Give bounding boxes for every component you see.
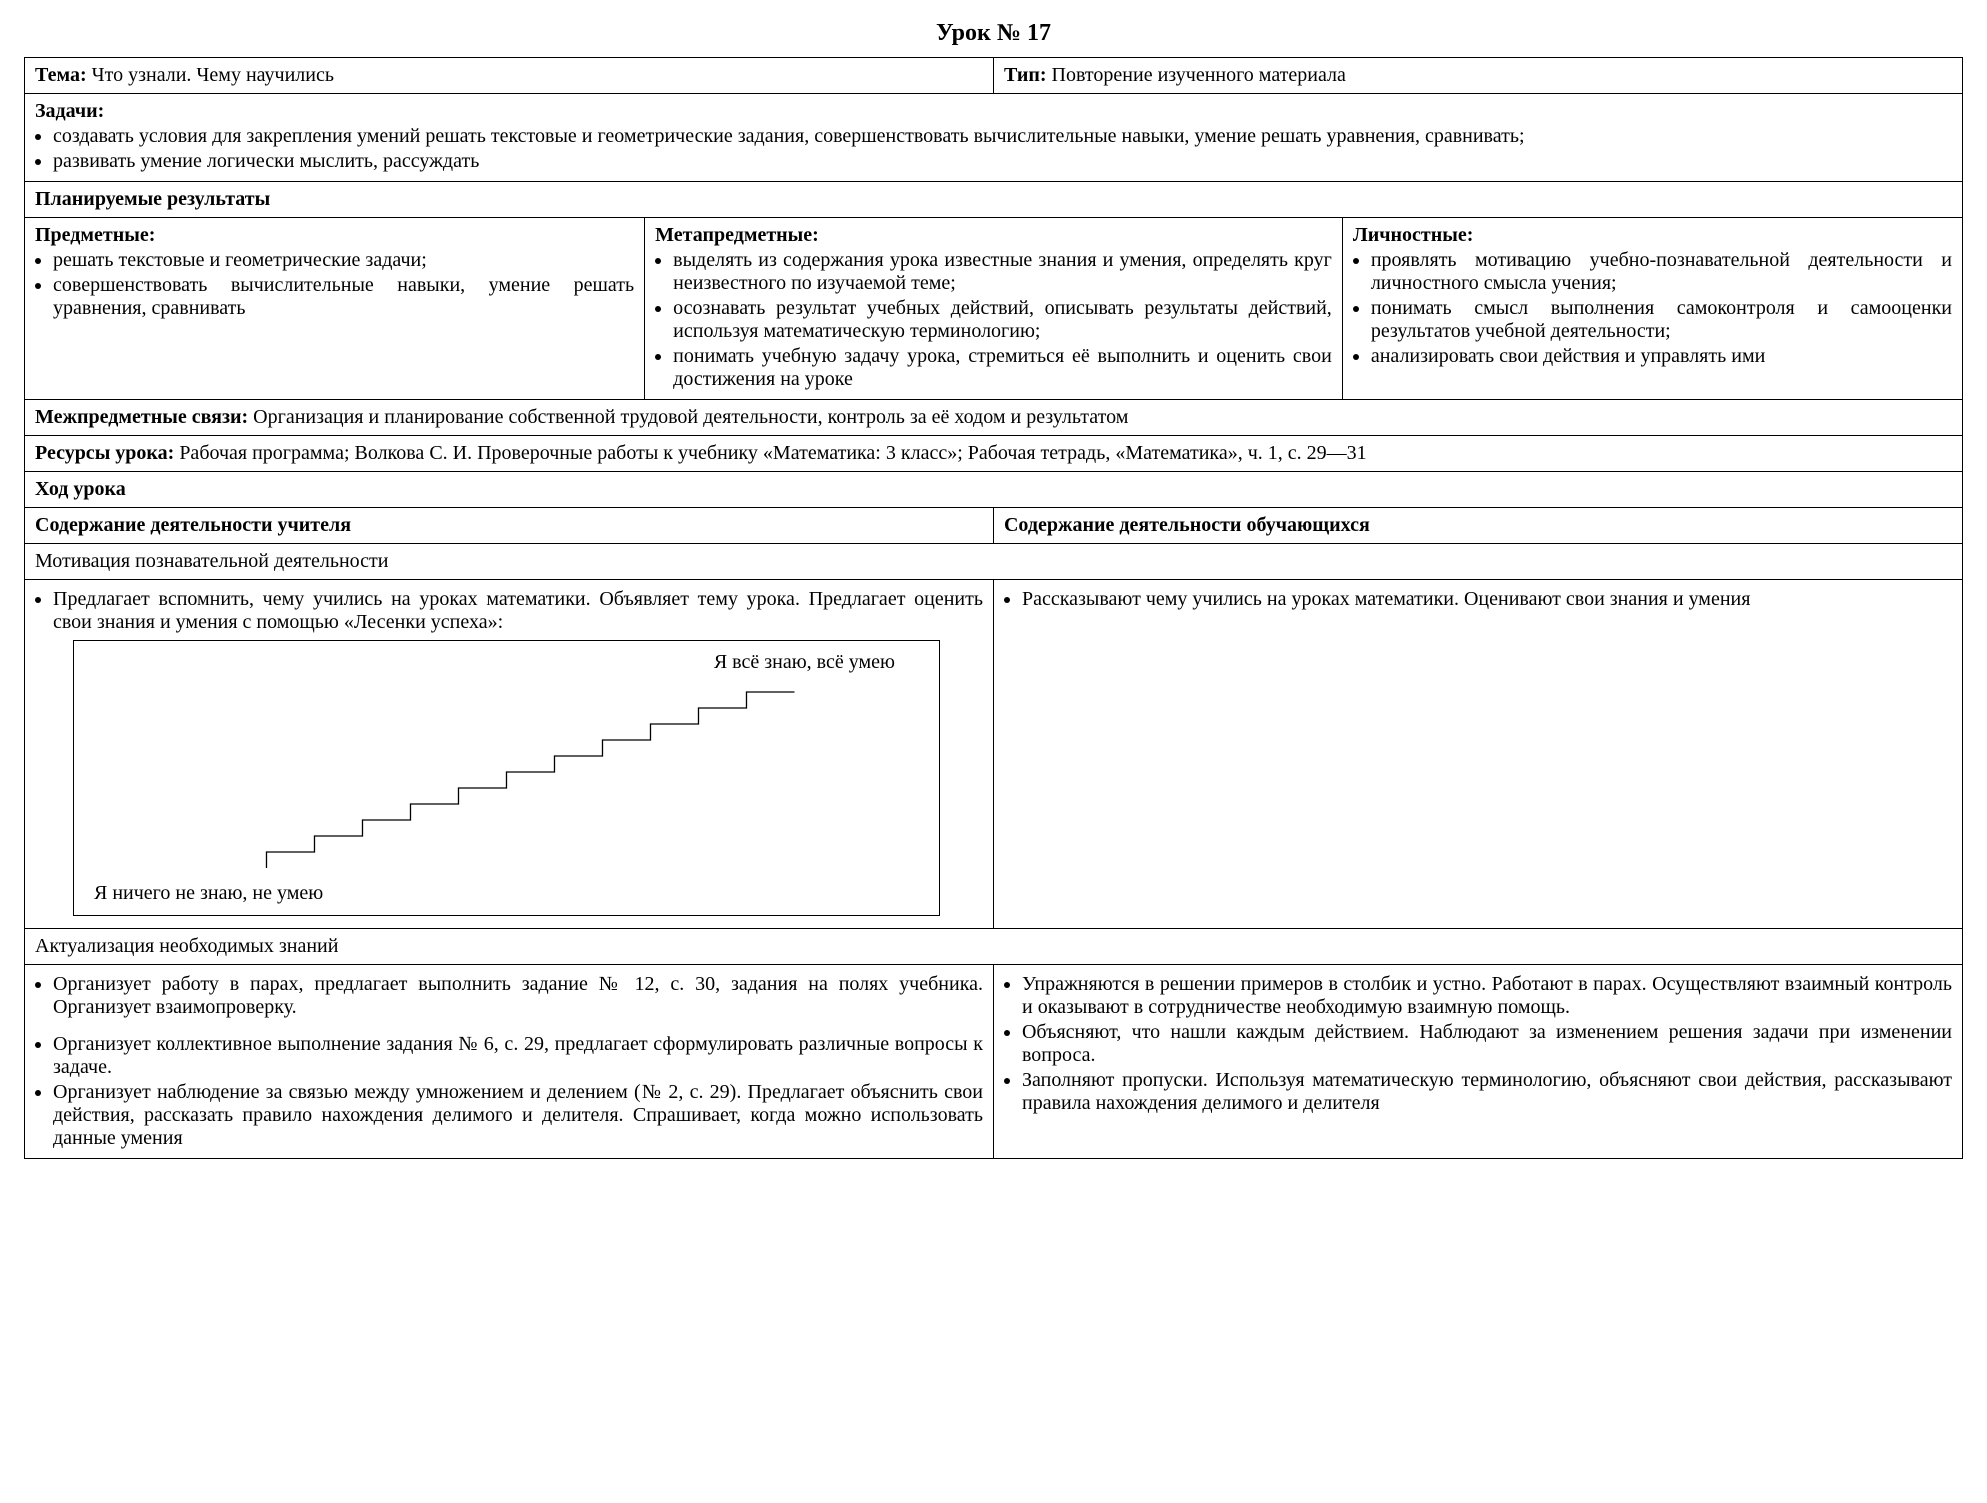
lesson-table: Тема: Что узнали. Чему научились Тип: По… <box>24 57 1963 1159</box>
stage2-header: Актуализация необходимых знаний <box>25 929 1963 965</box>
personal-label: Личностные: <box>1353 224 1474 246</box>
tasks-list: создавать условия для закрепления умений… <box>35 125 1952 173</box>
list-item: понимать учебную задачу урока, стремитьс… <box>673 345 1332 391</box>
stage1-teacher-intro: Предлагает вспомнить, чему учились на ур… <box>53 588 983 633</box>
row-flow-header: Ход урока <box>25 472 1963 508</box>
row-stage2: Организует работу в парах, предлагает вы… <box>25 965 1963 1159</box>
list-item: осознавать результат учебных действий, о… <box>673 297 1332 343</box>
list-item: Объясняют, что нашли каждым действием. Н… <box>1022 1021 1952 1067</box>
row-results: Предметные: решать текстовые и геометрич… <box>25 218 1963 400</box>
ladder-svg <box>88 678 925 878</box>
list-item: Упражняются в решении примеров в столбик… <box>1022 973 1952 1019</box>
list-item: анализировать свои действия и управлять … <box>1371 345 1952 368</box>
row-tasks: Задачи: создавать условия для закреплени… <box>25 94 1963 182</box>
ladder-bottom-label: Я ничего не знаю, не умею <box>88 882 925 905</box>
stage1-student-list: Рассказывают чему учились на уроках мате… <box>1004 588 1952 611</box>
type-label: Тип: <box>1004 64 1047 86</box>
resources-label: Ресурсы урока: <box>35 442 174 464</box>
ladder-diagram: Я всё знаю, всё умею Я ничего не знаю, н… <box>73 640 940 916</box>
planned-header: Планируемые результаты <box>25 182 1963 218</box>
type-value: Повторение изученного материала <box>1052 64 1346 86</box>
row-theme-type: Тема: Что узнали. Чему научились Тип: По… <box>25 58 1963 94</box>
stage1-teacher-list: Предлагает вспомнить, чему учились на ур… <box>35 588 983 916</box>
stage2-teacher-list2: Организует коллективное выполнение задан… <box>35 1033 983 1150</box>
tasks-item: развивать умение логически мыслить, расс… <box>53 150 1952 173</box>
subject-list: решать текстовые и геометрические задачи… <box>35 249 634 320</box>
list-item: проявлять мотивацию учебно-познавательно… <box>1371 249 1952 295</box>
row-interdisc: Межпредметные связи: Организация и плани… <box>25 400 1963 436</box>
col-teacher-header: Содержание деятельности учителя <box>25 508 994 544</box>
flow-header: Ход урока <box>25 472 1963 508</box>
personal-list: проявлять мотивацию учебно-познавательно… <box>1353 249 1952 368</box>
interdisc-value: Организация и планирование собственной т… <box>253 406 1128 428</box>
lesson-title: Урок № 17 <box>24 20 1963 47</box>
list-item: Организует работу в парах, предлагает вы… <box>53 973 983 1019</box>
stage1-header: Мотивация познавательной деятельности <box>25 544 1963 580</box>
meta-list: выделять из содержания урока известные з… <box>655 249 1332 391</box>
theme-label: Тема: <box>35 64 87 86</box>
meta-label: Метапредметные: <box>655 224 819 246</box>
list-item: выделять из содержания урока известные з… <box>673 249 1332 295</box>
resources-value: Рабочая программа; Волкова С. И. Проверо… <box>179 442 1366 464</box>
ladder-top-label: Я всё знаю, всё умею <box>88 651 925 674</box>
list-item: совершенствовать вычислительные навыки, … <box>53 274 634 320</box>
tasks-item: создавать условия для закрепления умений… <box>53 125 1952 148</box>
list-item: Предлагает вспомнить, чему учились на ур… <box>53 588 983 916</box>
list-item: Рассказывают чему учились на уроках мате… <box>1022 588 1952 611</box>
row-stage1-header: Мотивация познавательной деятельности <box>25 544 1963 580</box>
col-student-header: Содержание деятельности обучающихся <box>993 508 1962 544</box>
row-stage1: Предлагает вспомнить, чему учились на ур… <box>25 580 1963 929</box>
tasks-label: Задачи: <box>35 100 104 122</box>
row-stage2-header: Актуализация необходимых знаний <box>25 929 1963 965</box>
row-planned-header: Планируемые результаты <box>25 182 1963 218</box>
list-item: понимать смысл выполнения самоконтроля и… <box>1371 297 1952 343</box>
list-item: решать текстовые и геометрические задачи… <box>53 249 634 272</box>
interdisc-label: Межпредметные связи: <box>35 406 248 428</box>
list-item: Заполняют пропуски. Используя математиче… <box>1022 1069 1952 1115</box>
list-item: Организует коллективное выполнение задан… <box>53 1033 983 1079</box>
list-item: Организует наблюдение за связью между ум… <box>53 1081 983 1150</box>
stage2-teacher-list: Организует работу в парах, предлагает вы… <box>35 973 983 1019</box>
stage2-student-list: Упражняются в решении примеров в столбик… <box>1004 973 1952 1115</box>
row-col-headers: Содержание деятельности учителя Содержан… <box>25 508 1963 544</box>
row-resources: Ресурсы урока: Рабочая программа; Волков… <box>25 436 1963 472</box>
subject-label: Предметные: <box>35 224 155 246</box>
ladder-path <box>266 692 794 868</box>
theme-value: Что узнали. Чему научились <box>92 64 334 86</box>
